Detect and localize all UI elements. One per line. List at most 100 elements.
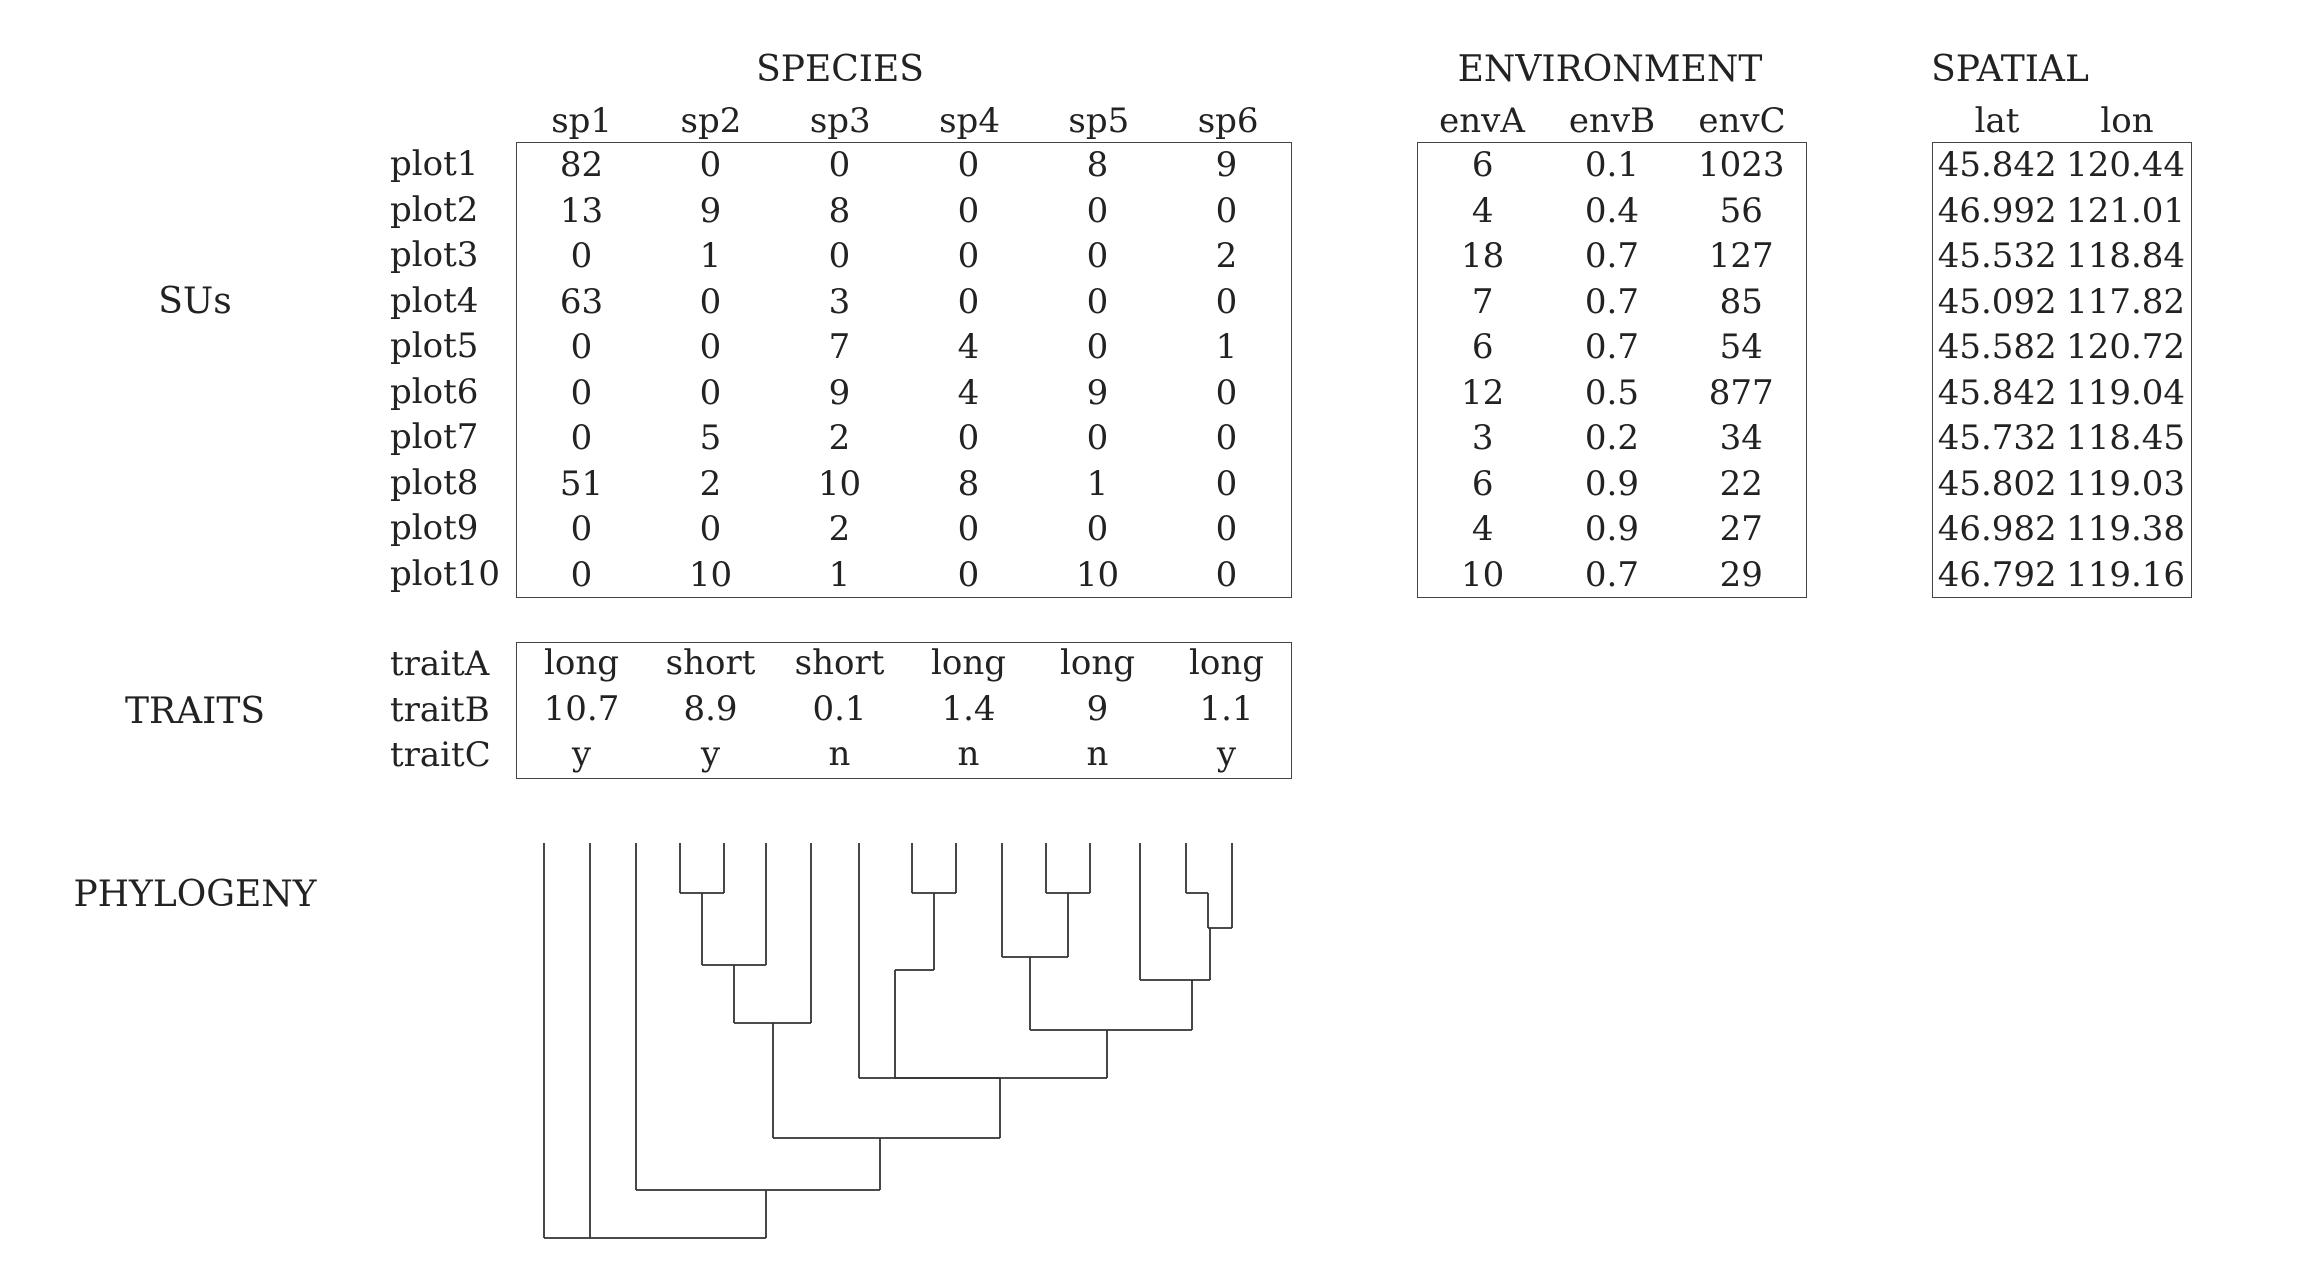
table-cell: 6 bbox=[1471, 327, 1494, 367]
table-cell: 0 bbox=[699, 145, 722, 185]
table-cell: 1023 bbox=[1697, 145, 1785, 185]
table-cell: 13 bbox=[559, 190, 604, 231]
table-row: 6 0.9 22 bbox=[1418, 462, 1806, 508]
table-cell: 0.1 bbox=[812, 688, 867, 729]
table-row: 0 0 2 0 0 0 bbox=[517, 507, 1291, 553]
table-cell: 1.1 bbox=[1199, 688, 1254, 729]
table-cell: 45.802 bbox=[1937, 463, 2057, 504]
table-cell: y bbox=[571, 734, 592, 774]
table-cell: 2 bbox=[828, 418, 851, 458]
table-cell: 2 bbox=[699, 463, 722, 504]
table-cell: 0.4 bbox=[1584, 190, 1639, 231]
table-row: 0 0 9 4 9 0 bbox=[517, 371, 1291, 417]
plot-label: plot6 bbox=[390, 371, 479, 412]
table-cell: long bbox=[930, 643, 1006, 683]
plot-label: plot3 bbox=[390, 235, 479, 275]
table-cell: 6 bbox=[1471, 145, 1494, 185]
table-cell: 0.1 bbox=[1584, 145, 1639, 185]
table-cell: 0 bbox=[1086, 190, 1109, 231]
table-cell: 0 bbox=[699, 509, 722, 549]
table-cell: 0 bbox=[1086, 281, 1109, 322]
column-header: sp3 bbox=[809, 101, 871, 141]
table-cell: 54 bbox=[1719, 327, 1763, 367]
table-cell: 2 bbox=[828, 509, 851, 549]
table-cell: 9 bbox=[699, 190, 722, 231]
table-cell: 119.16 bbox=[2066, 554, 2186, 595]
table-cell: 0 bbox=[570, 418, 593, 458]
table-cell: 7 bbox=[1471, 281, 1494, 322]
table-cell: 4 bbox=[957, 372, 980, 413]
plot-label: plot10 bbox=[390, 553, 501, 594]
table-cell: 0 bbox=[957, 190, 980, 231]
table-row: 46.982 119.38 bbox=[1933, 507, 2191, 553]
table-cell: 0 bbox=[699, 327, 722, 367]
sus-label: SUs bbox=[158, 281, 232, 322]
table-row: 51 2 10 8 1 0 bbox=[517, 462, 1291, 508]
table-row: 12 0.5 877 bbox=[1418, 371, 1806, 417]
table-cell: 10 bbox=[817, 463, 862, 504]
plot-label: plot5 bbox=[390, 326, 479, 366]
table-row: 4 0.4 56 bbox=[1418, 189, 1806, 235]
table-cell: 2 bbox=[1215, 236, 1238, 276]
table-cell: 85 bbox=[1719, 281, 1763, 322]
table-cell: 0 bbox=[570, 372, 593, 413]
table-cell: 10 bbox=[1461, 554, 1505, 595]
column-header: sp1 bbox=[551, 101, 613, 141]
table-cell: 0.2 bbox=[1584, 418, 1639, 458]
table-row: 6 0.7 54 bbox=[1418, 325, 1806, 371]
table-cell: 45.842 bbox=[1937, 372, 2057, 413]
table-cell: 1 bbox=[1215, 327, 1238, 367]
table-cell: y bbox=[1216, 734, 1237, 774]
table-cell: 45.532 bbox=[1937, 236, 2057, 276]
table-cell: short bbox=[794, 643, 885, 683]
table-cell: 0 bbox=[1086, 327, 1109, 367]
table-cell: 1.4 bbox=[941, 688, 996, 729]
table-row: 3 0.2 34 bbox=[1418, 416, 1806, 462]
table-cell: 45.842 bbox=[1937, 145, 2057, 185]
table-cell: 9 bbox=[1086, 688, 1109, 729]
table-cell: long bbox=[1188, 643, 1264, 683]
phylogeny-label: PHYLOGENY bbox=[73, 874, 317, 915]
table-cell: 34 bbox=[1719, 418, 1763, 458]
plot-label: plot8 bbox=[390, 462, 479, 503]
table-cell: 4 bbox=[957, 327, 980, 367]
table-cell: 29 bbox=[1719, 554, 1763, 595]
table-cell: 0 bbox=[570, 327, 593, 367]
table-cell: 22 bbox=[1719, 463, 1763, 504]
table-cell: 0 bbox=[1086, 509, 1109, 549]
table-cell: 46.792 bbox=[1937, 554, 2057, 595]
table-cell: 118.84 bbox=[2066, 236, 2186, 276]
environment-title: ENVIRONMENT bbox=[1457, 49, 1763, 90]
table-cell: 27 bbox=[1719, 509, 1763, 549]
table-cell: 8 bbox=[1086, 145, 1109, 185]
plot-label: plot2 bbox=[390, 189, 479, 230]
table-cell: 0 bbox=[1215, 281, 1238, 322]
column-header: lon bbox=[2100, 101, 2154, 141]
table-cell: 0 bbox=[1086, 418, 1109, 458]
table-cell: 8 bbox=[828, 190, 851, 231]
table-cell: 0.7 bbox=[1584, 327, 1639, 367]
column-header: sp2 bbox=[680, 101, 742, 141]
plot-label: plot9 bbox=[390, 508, 479, 548]
table-cell: 127 bbox=[1708, 236, 1774, 276]
table-cell: 0 bbox=[699, 281, 722, 322]
table-cell: 1 bbox=[699, 236, 722, 276]
table-row: 82 0 0 0 8 9 bbox=[517, 143, 1291, 189]
table-row: 45.732 118.45 bbox=[1933, 416, 2191, 462]
table-cell: 0 bbox=[957, 281, 980, 322]
table-cell: 46.992 bbox=[1937, 190, 2057, 231]
trait-label: traitB bbox=[390, 689, 490, 730]
table-cell: 82 bbox=[559, 145, 604, 185]
table-row: 7 0.7 85 bbox=[1418, 280, 1806, 326]
table-cell: 121.01 bbox=[2066, 190, 2186, 231]
table-cell: long bbox=[543, 643, 619, 683]
spatial-title: SPATIAL bbox=[1931, 49, 2089, 90]
table-row: 0 0 7 4 0 1 bbox=[517, 325, 1291, 371]
table-cell: 7 bbox=[828, 327, 851, 367]
table-cell: y bbox=[700, 734, 721, 774]
table-row: 6 0.1 1023 bbox=[1418, 143, 1806, 189]
table-cell: 10.7 bbox=[543, 688, 620, 729]
table-cell: 119.03 bbox=[2066, 463, 2186, 504]
table-cell: 0 bbox=[1215, 372, 1238, 413]
